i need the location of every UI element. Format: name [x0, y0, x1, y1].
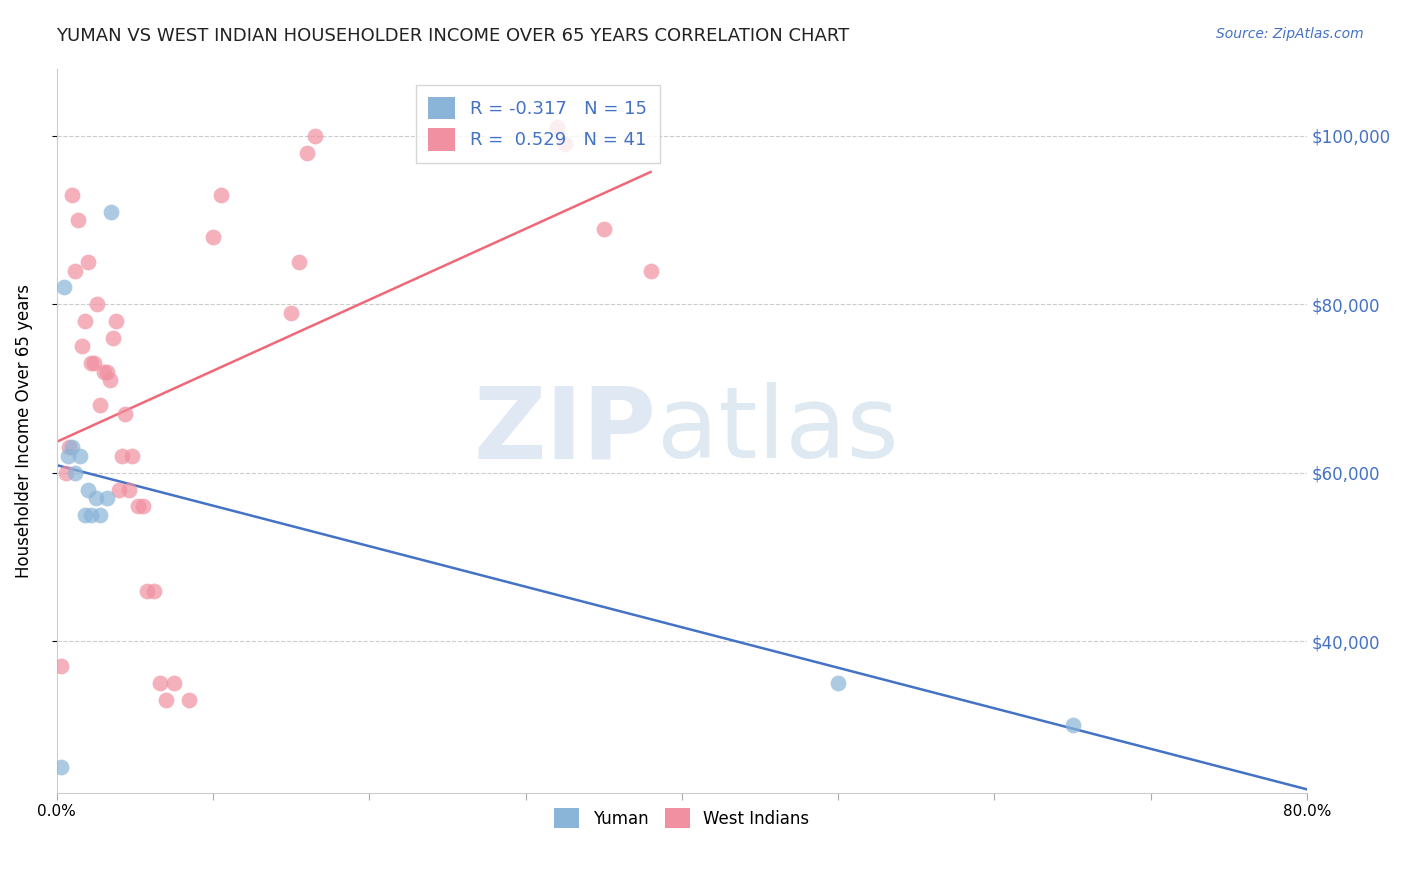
- Point: [96, 491, 118, 505]
- Point: [304, 128, 326, 143]
- Point: [127, 500, 149, 514]
- Point: [51, 760, 73, 774]
- Point: [96, 365, 118, 379]
- Point: [84, 491, 107, 505]
- Point: [201, 230, 224, 244]
- Point: [67, 213, 90, 227]
- Point: [1062, 718, 1084, 732]
- Point: [65, 263, 87, 277]
- Point: [65, 466, 87, 480]
- Point: [70, 339, 93, 353]
- Point: [60, 441, 83, 455]
- Point: [73, 508, 96, 522]
- Point: [149, 676, 172, 690]
- Point: [108, 483, 131, 497]
- Point: [155, 693, 177, 707]
- Point: [93, 365, 115, 379]
- Point: [80, 508, 103, 522]
- Point: [295, 145, 318, 160]
- Point: [592, 221, 614, 235]
- Point: [69, 449, 91, 463]
- Point: [827, 676, 849, 690]
- Point: [209, 187, 232, 202]
- Point: [53, 280, 76, 294]
- Point: [89, 398, 111, 412]
- Point: [83, 356, 105, 370]
- Point: [280, 306, 302, 320]
- Text: Source: ZipAtlas.com: Source: ZipAtlas.com: [1216, 27, 1364, 41]
- Point: [546, 120, 568, 135]
- Point: [76, 483, 98, 497]
- Point: [60, 187, 83, 202]
- Point: [554, 137, 576, 152]
- Point: [121, 449, 143, 463]
- Point: [76, 255, 98, 269]
- Text: atlas: atlas: [657, 382, 898, 479]
- Point: [58, 441, 80, 455]
- Point: [98, 373, 121, 387]
- Point: [142, 583, 165, 598]
- Point: [89, 508, 111, 522]
- Point: [179, 693, 201, 707]
- Legend: Yuman, West Indians: Yuman, West Indians: [547, 801, 815, 835]
- Point: [288, 255, 311, 269]
- Point: [111, 449, 134, 463]
- Point: [86, 297, 108, 311]
- Point: [73, 314, 96, 328]
- Point: [101, 331, 124, 345]
- Point: [80, 356, 103, 370]
- Y-axis label: Householder Income Over 65 years: Householder Income Over 65 years: [15, 284, 32, 578]
- Point: [114, 407, 136, 421]
- Point: [55, 466, 77, 480]
- Point: [640, 263, 662, 277]
- Text: ZIP: ZIP: [474, 382, 657, 479]
- Point: [105, 314, 128, 328]
- Point: [163, 676, 186, 690]
- Point: [56, 449, 79, 463]
- Point: [100, 204, 122, 219]
- Point: [136, 583, 159, 598]
- Point: [117, 483, 139, 497]
- Text: YUMAN VS WEST INDIAN HOUSEHOLDER INCOME OVER 65 YEARS CORRELATION CHART: YUMAN VS WEST INDIAN HOUSEHOLDER INCOME …: [56, 27, 849, 45]
- Point: [51, 659, 73, 673]
- Point: [131, 500, 153, 514]
